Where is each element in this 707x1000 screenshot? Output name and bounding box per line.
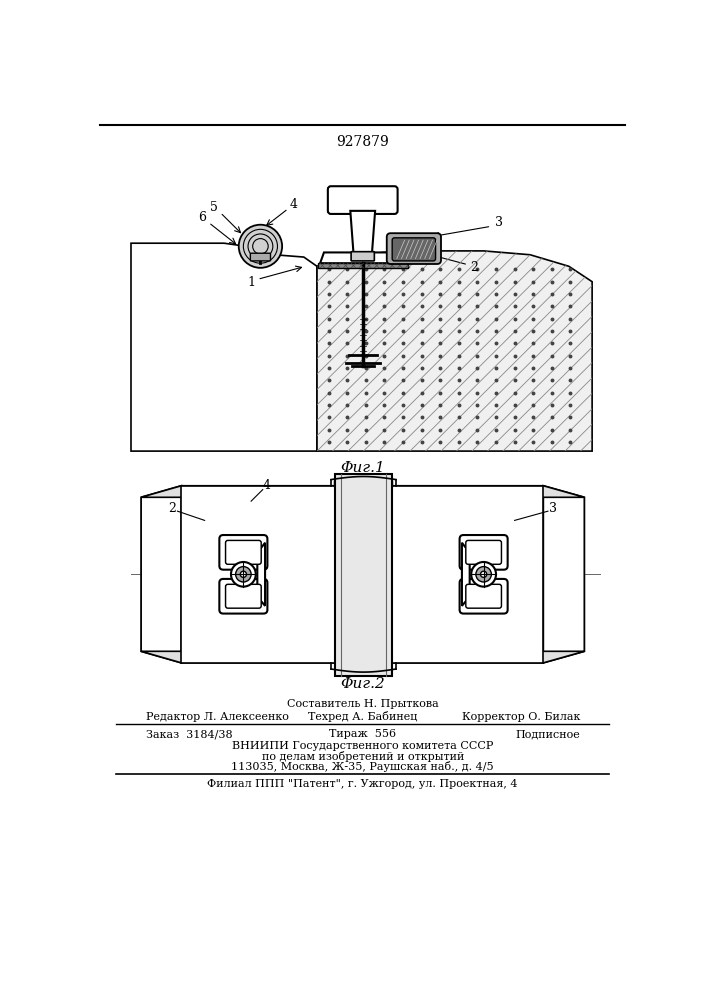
Circle shape bbox=[472, 562, 496, 587]
Text: 4: 4 bbox=[262, 479, 271, 492]
Text: Подписное: Подписное bbox=[515, 729, 580, 739]
Circle shape bbox=[481, 571, 486, 577]
Polygon shape bbox=[351, 211, 375, 252]
Text: 927879: 927879 bbox=[337, 135, 389, 149]
Polygon shape bbox=[543, 486, 585, 663]
Text: Филиал ППП "Патент", г. Ужгород, ул. Проектная, 4: Филиал ППП "Патент", г. Ужгород, ул. Про… bbox=[207, 779, 518, 789]
Text: 4: 4 bbox=[290, 198, 298, 211]
Text: 6: 6 bbox=[198, 211, 206, 224]
FancyBboxPatch shape bbox=[466, 540, 501, 564]
FancyBboxPatch shape bbox=[460, 579, 508, 614]
FancyBboxPatch shape bbox=[226, 540, 261, 564]
Circle shape bbox=[239, 225, 282, 268]
Circle shape bbox=[476, 567, 491, 582]
Polygon shape bbox=[462, 543, 469, 606]
Polygon shape bbox=[317, 251, 592, 451]
FancyBboxPatch shape bbox=[351, 252, 374, 261]
Polygon shape bbox=[335, 474, 392, 676]
Polygon shape bbox=[141, 486, 182, 663]
Text: Редактор Л. Алексеенко: Редактор Л. Алексеенко bbox=[146, 712, 289, 722]
Polygon shape bbox=[317, 263, 408, 268]
FancyBboxPatch shape bbox=[219, 579, 267, 614]
FancyBboxPatch shape bbox=[250, 253, 271, 261]
FancyBboxPatch shape bbox=[460, 535, 508, 570]
Text: 113035, Москва, Ж-35, Раушская наб., д. 4/5: 113035, Москва, Ж-35, Раушская наб., д. … bbox=[231, 761, 494, 772]
Text: по делам изобретений и открытий: по делам изобретений и открытий bbox=[262, 751, 464, 762]
Text: Φиг.2: Φиг.2 bbox=[340, 677, 385, 691]
Text: 3: 3 bbox=[549, 502, 557, 515]
FancyBboxPatch shape bbox=[392, 238, 436, 261]
FancyBboxPatch shape bbox=[466, 584, 501, 608]
Polygon shape bbox=[257, 543, 265, 606]
Text: 5: 5 bbox=[210, 201, 218, 214]
FancyBboxPatch shape bbox=[328, 186, 397, 214]
Text: Заказ  3184/38: Заказ 3184/38 bbox=[146, 729, 233, 739]
Circle shape bbox=[240, 571, 247, 577]
FancyBboxPatch shape bbox=[219, 535, 267, 570]
FancyBboxPatch shape bbox=[387, 233, 441, 264]
Text: 2: 2 bbox=[168, 502, 176, 515]
Circle shape bbox=[231, 562, 256, 587]
Polygon shape bbox=[131, 243, 317, 451]
Text: ВНИИПИ Государственного комитета СССР: ВНИИПИ Государственного комитета СССР bbox=[232, 741, 493, 751]
Text: Корректор О. Билак: Корректор О. Билак bbox=[462, 712, 580, 722]
Text: Составитель Н. Прыткова: Составитель Н. Прыткова bbox=[287, 699, 438, 709]
Text: 2: 2 bbox=[470, 261, 478, 274]
Polygon shape bbox=[141, 651, 585, 663]
Polygon shape bbox=[141, 486, 585, 497]
Text: Техред А. Бабинец: Техред А. Бабинец bbox=[308, 711, 417, 722]
FancyBboxPatch shape bbox=[226, 584, 261, 608]
Text: 1: 1 bbox=[247, 276, 255, 289]
Text: 3: 3 bbox=[495, 216, 503, 229]
Text: Тираж  556: Тираж 556 bbox=[329, 729, 397, 739]
Polygon shape bbox=[320, 252, 405, 263]
Circle shape bbox=[235, 567, 251, 582]
Polygon shape bbox=[182, 486, 543, 663]
Text: Φиг.1: Φиг.1 bbox=[340, 461, 385, 475]
